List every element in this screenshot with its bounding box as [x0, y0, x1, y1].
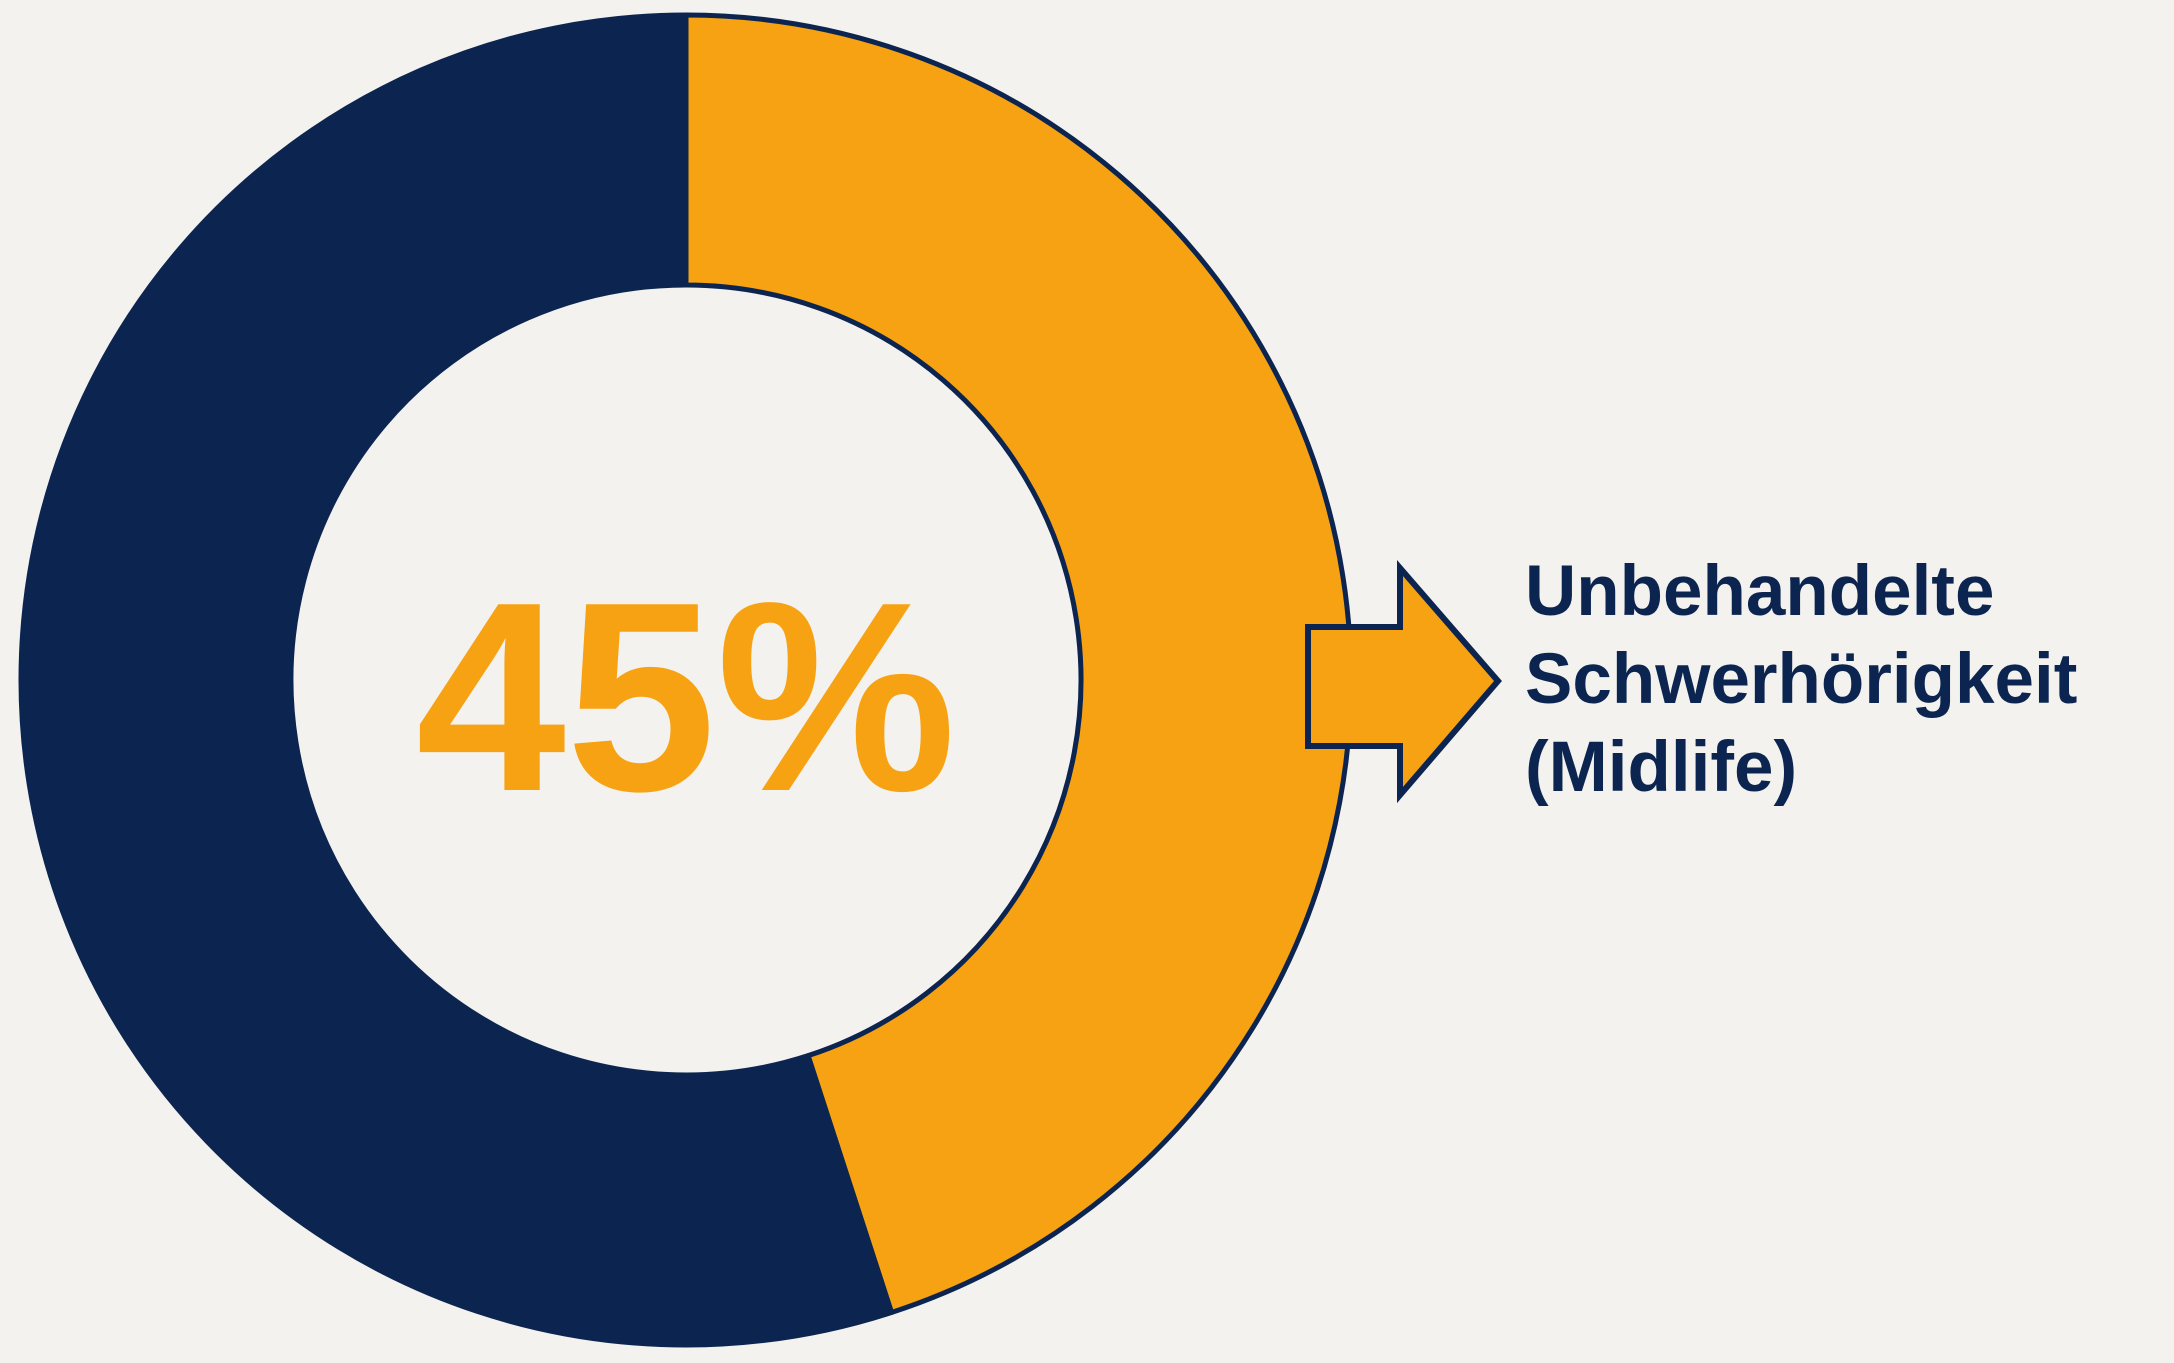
callout-label: Unbehandelte Schwerhörigkeit (Midlife): [1525, 548, 2165, 812]
callout-label-line-2: Schwerhörigkeit: [1525, 640, 2078, 719]
callout-label-line-3: (Midlife): [1525, 728, 1798, 807]
callout-arrow-icon: [1305, 559, 1502, 804]
donut-slices: [18, 12, 1354, 1348]
center-percentage-label: 45%: [416, 547, 956, 848]
donut-slice-highlight: [683, 12, 1354, 1315]
donut-slice-rest: [18, 12, 894, 1348]
callout-label-line-1: Unbehandelte: [1525, 552, 1995, 631]
